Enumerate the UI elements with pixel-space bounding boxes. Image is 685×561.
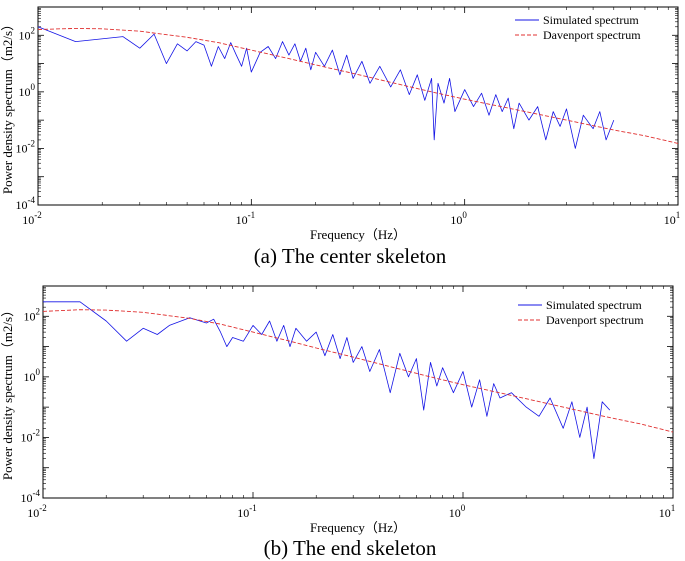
x-axis-label: Frequency（Hz） [310, 520, 406, 535]
x-tick-label: 101 [664, 210, 681, 227]
x-tick-label: 10-1 [237, 503, 257, 520]
y-tick-label: 100 [19, 82, 36, 99]
x-tick-label: 100 [450, 210, 467, 227]
legend-label: Davenport spectrum [546, 313, 644, 327]
y-tick-label: 10-2 [16, 138, 36, 155]
y-tick-label: 10-2 [21, 427, 41, 444]
y-tick-label: 100 [24, 367, 41, 384]
x-axis-label: Frequency（Hz） [310, 227, 406, 242]
y-tick-label: 10-4 [16, 195, 36, 212]
simulated-spectrum-line [37, 26, 615, 149]
simulated-spectrum-line [43, 301, 611, 460]
legend-label: Simulated spectrum [543, 13, 639, 27]
x-tick-label: 10-2 [27, 503, 47, 520]
legend-label: Simulated spectrum [546, 298, 642, 312]
x-tick-label: 10-2 [22, 210, 42, 227]
y-axis-label: Power density spectrum（m2/s） [0, 304, 15, 480]
y-tick-label: 102 [24, 306, 41, 323]
y-tick-label: 10-4 [21, 488, 41, 505]
x-tick-label: 10-1 [236, 210, 255, 227]
legend-label: Davenport spectrum [543, 28, 641, 42]
figure-caption: (a) The center skeleton [254, 244, 447, 268]
chart-panel-b: 10-2 10-1 100 10110-410-2100102Frequency（Hz… [0, 285, 676, 560]
x-tick-label: 100 [449, 503, 466, 520]
y-tick-label: 102 [19, 25, 36, 42]
plot-frame [37, 6, 679, 206]
chart-panel-a: 10-2 10-1 100 10110-410-2100102Frequency（Hz… [0, 6, 681, 268]
davenport-spectrum-line [42, 309, 674, 433]
davenport-spectrum-line [37, 27, 679, 144]
figure-caption: (b) The end skeleton [264, 536, 437, 560]
y-axis-label: Power density spectrum（m2/s） [0, 18, 15, 194]
x-tick-label: 101 [659, 503, 676, 520]
plot-frame [42, 285, 674, 499]
